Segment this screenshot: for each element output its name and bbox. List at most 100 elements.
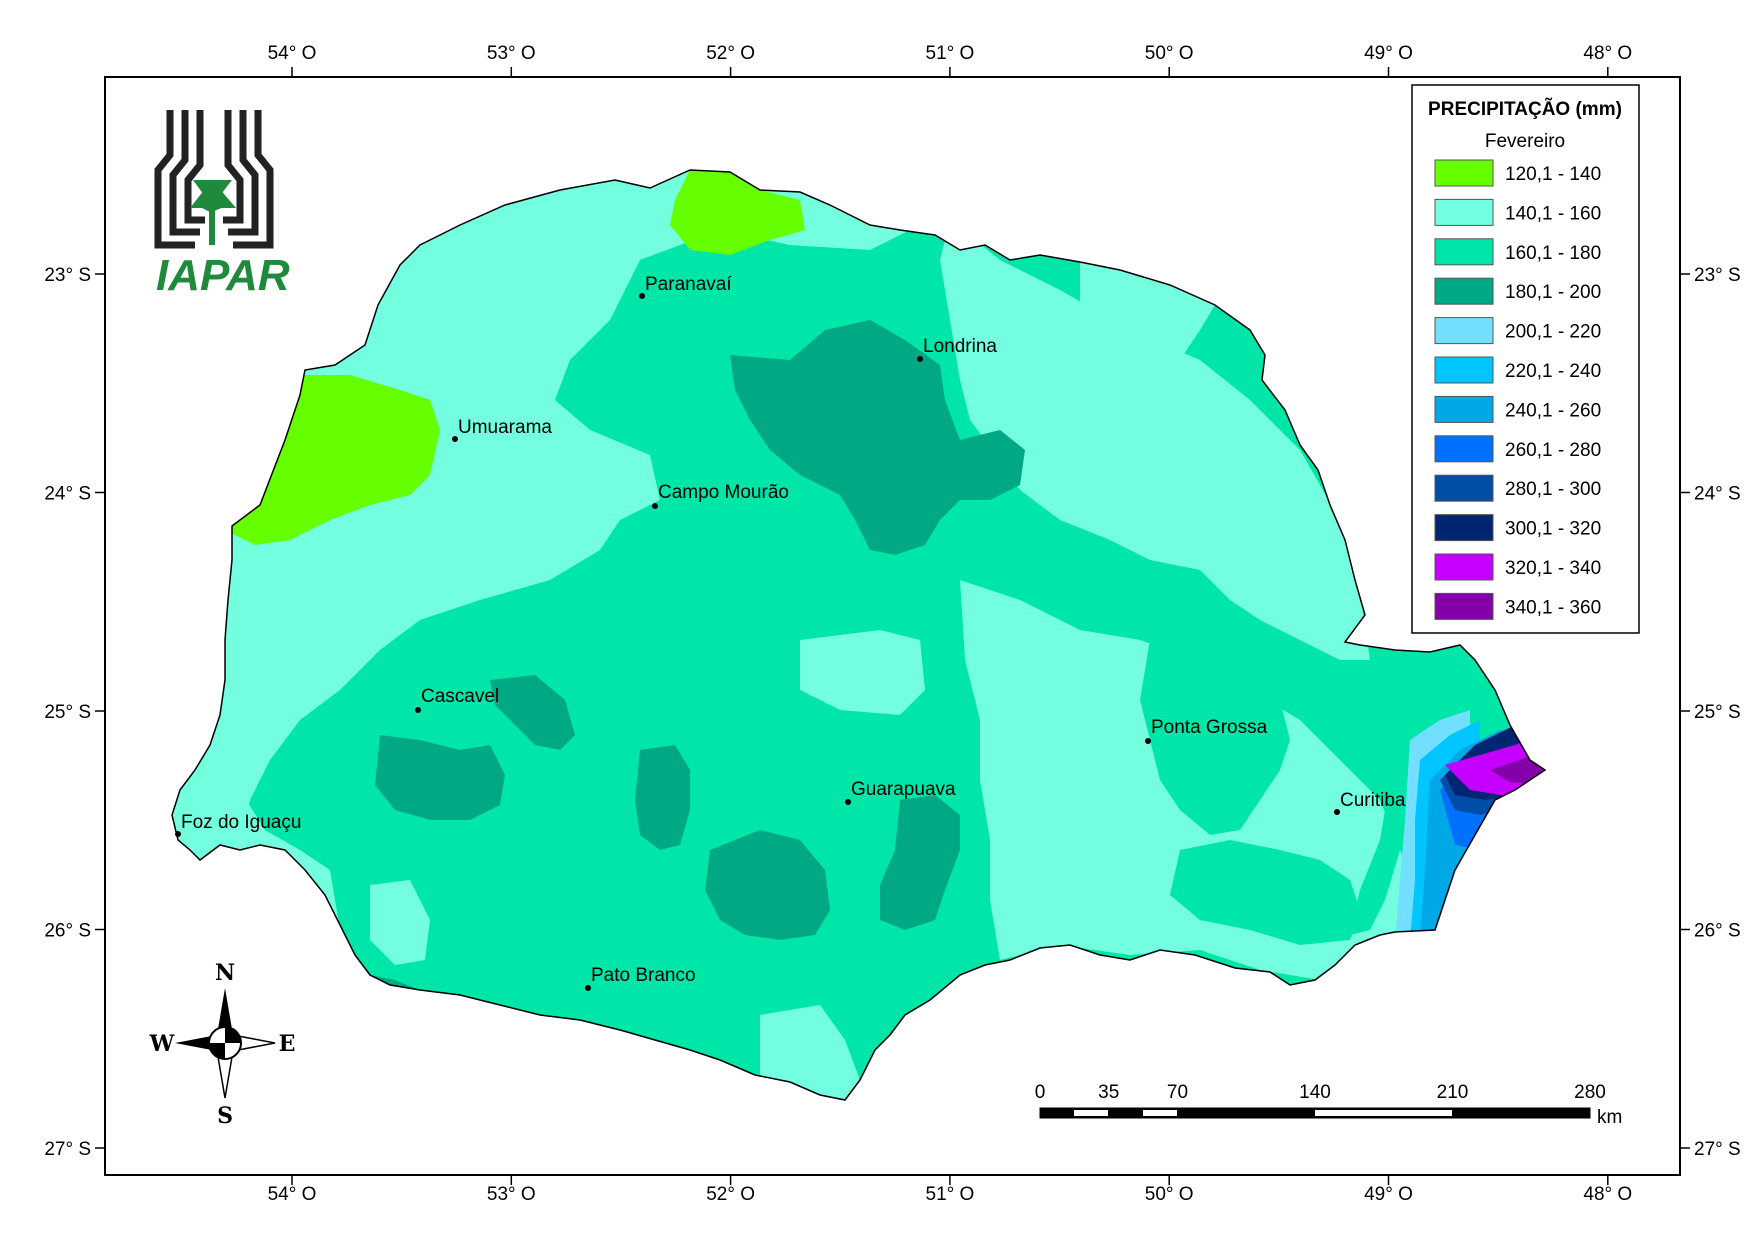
zone-120-140-west [225, 375, 440, 545]
longitude-ticks: 54° O 54° O 53° O 53° O 52° O 52° O 51° O 51° O… [268, 43, 1633, 1205]
city-dot-cascavel [415, 707, 421, 713]
scale-bar: 0 35 70 140 210 280 km [1035, 1082, 1623, 1128]
legend-swatch [1434, 277, 1494, 305]
lat-label-left: 23° S [44, 265, 91, 286]
city-label-campo-mourao: Campo Mourão [658, 482, 789, 503]
city-dot-pato-branco [585, 985, 591, 991]
city-dot-campo-mourao [652, 503, 658, 509]
lon-label-bottom: 49° O [1364, 1184, 1413, 1205]
lon-label-top: 50° O [1145, 43, 1194, 64]
zone-180-200-south [705, 830, 830, 940]
lat-label-left: 24° S [44, 484, 91, 505]
city-dot-foz-do-iguacu [175, 831, 181, 837]
lon-label-top: 51° O [926, 43, 975, 64]
city-label-pato-branco: Pato Branco [591, 965, 696, 986]
legend-subtitle: Fevereiro [1485, 131, 1565, 152]
lon-label-bottom: 48° O [1583, 1184, 1632, 1205]
lon-label-top: 49° O [1364, 43, 1413, 64]
iapar-logo: IAPAR [154, 110, 290, 300]
lon-label-top: 54° O [268, 43, 317, 64]
city-label-guarapuava: Guarapuava [851, 779, 956, 800]
lat-label-right: 25° S [1694, 702, 1741, 723]
compass-w: W [149, 1031, 175, 1057]
scale-tick-label: 140 [1299, 1082, 1331, 1103]
legend-label: 280,1 - 300 [1505, 479, 1601, 500]
zone-140-160-center-island [800, 630, 925, 715]
city-label-curitiba: Curitiba [1340, 790, 1406, 811]
zone-160-180-ponta-grossa [1140, 640, 1290, 835]
city-label-cascavel: Cascavel [421, 686, 499, 707]
lon-label-top: 48° O [1583, 43, 1632, 64]
zone-160-180-southeast [1170, 840, 1360, 945]
lat-label-left: 27° S [44, 1139, 91, 1160]
zone-120-140-north [670, 170, 805, 255]
lat-label-right: 24° S [1694, 484, 1741, 505]
legend-label: 120,1 - 140 [1505, 164, 1601, 185]
lon-label-top: 52° O [706, 43, 755, 64]
lon-label-bottom: 52° O [706, 1184, 755, 1205]
city-label-paranavai: Paranavaí [645, 274, 732, 295]
zone-180-200-guarapuava [880, 795, 960, 930]
scale-tick-label: 35 [1098, 1082, 1119, 1103]
city-dot-ponta-grossa [1145, 738, 1151, 744]
legend-swatch [1434, 356, 1494, 384]
lat-label-right: 23° S [1694, 265, 1741, 286]
legend-swatch [1434, 553, 1494, 581]
compass-n: N [215, 960, 235, 986]
legend-swatch [1434, 395, 1494, 423]
zone-180-200-center-south [635, 745, 690, 850]
compass-s: S [217, 1103, 233, 1129]
legend-swatch [1434, 474, 1494, 502]
city-dot-umuarama [452, 436, 458, 442]
city-label-londrina: Londrina [923, 336, 997, 357]
lon-label-bottom: 51° O [926, 1184, 975, 1205]
lon-label-bottom: 50° O [1145, 1184, 1194, 1205]
compass-e: E [279, 1031, 296, 1057]
city-label-foz-do-iguacu: Foz do Iguaçu [181, 812, 301, 833]
city-markers: Paranavaí Londrina Umuarama Campo Mourão… [175, 274, 1406, 991]
legend-label: 300,1 - 320 [1505, 519, 1601, 540]
compass-rose: N S E W [149, 960, 296, 1129]
lon-label-bottom: 54° O [268, 1184, 317, 1205]
scale-unit: km [1597, 1107, 1622, 1128]
scale-ticks: 0 35 70 140 210 280 [1035, 1082, 1606, 1103]
lat-label-left: 25° S [44, 702, 91, 723]
legend-swatch [1434, 198, 1494, 226]
zone-140-160-north-right [1080, 262, 1215, 380]
scale-tick-label: 210 [1437, 1082, 1469, 1103]
legend-label: 220,1 - 240 [1505, 361, 1601, 382]
legend-swatch [1434, 592, 1494, 620]
zone-340-360 [1490, 748, 1545, 785]
legend: PRECIPITAÇÃO (mm) Fevereiro 120,1 - 140 1… [1411, 84, 1640, 634]
legend-label: 240,1 - 260 [1505, 400, 1601, 421]
zone-320-340 [1445, 720, 1545, 800]
iapar-logo-text: IAPAR [156, 251, 290, 300]
zone-140-160-lower-left-island [370, 880, 430, 965]
legend-title: PRECIPITAÇÃO (mm) [1428, 98, 1622, 120]
legend-items: 120,1 - 140 140,1 - 160 160,1 - 180 180,1 -… [1434, 159, 1601, 620]
latitude-ticks: 23° S 23° S 24° S 24° S 25° S 25° S 26° S 26° S… [44, 265, 1740, 1160]
lat-label-right: 26° S [1694, 921, 1741, 942]
legend-label: 160,1 - 180 [1505, 243, 1601, 264]
city-dot-londrina [917, 356, 923, 362]
legend-swatch [1434, 435, 1494, 463]
map-frame [104, 76, 1681, 1176]
legend-swatch [1434, 238, 1494, 266]
zone-180-200-west [375, 735, 505, 820]
lon-label-bottom: 53° O [487, 1184, 536, 1205]
scale-tick-label: 70 [1167, 1082, 1188, 1103]
zone-140-160-northeast [940, 220, 1370, 660]
zone-180-200-north-center [730, 320, 1025, 555]
scale-tick-label: 280 [1574, 1082, 1606, 1103]
scale-tick-label: 0 [1035, 1082, 1046, 1103]
lat-label-left: 26° S [44, 921, 91, 942]
legend-label: 200,1 - 220 [1505, 322, 1601, 343]
city-label-ponta-grossa: Ponta Grossa [1151, 717, 1268, 738]
legend-label: 140,1 - 160 [1505, 203, 1601, 224]
city-dot-curitiba [1334, 809, 1340, 815]
city-dot-guarapuava [845, 799, 851, 805]
legend-swatch [1434, 514, 1494, 542]
legend-label: 260,1 - 280 [1505, 440, 1601, 461]
city-dot-paranavai [639, 293, 645, 299]
